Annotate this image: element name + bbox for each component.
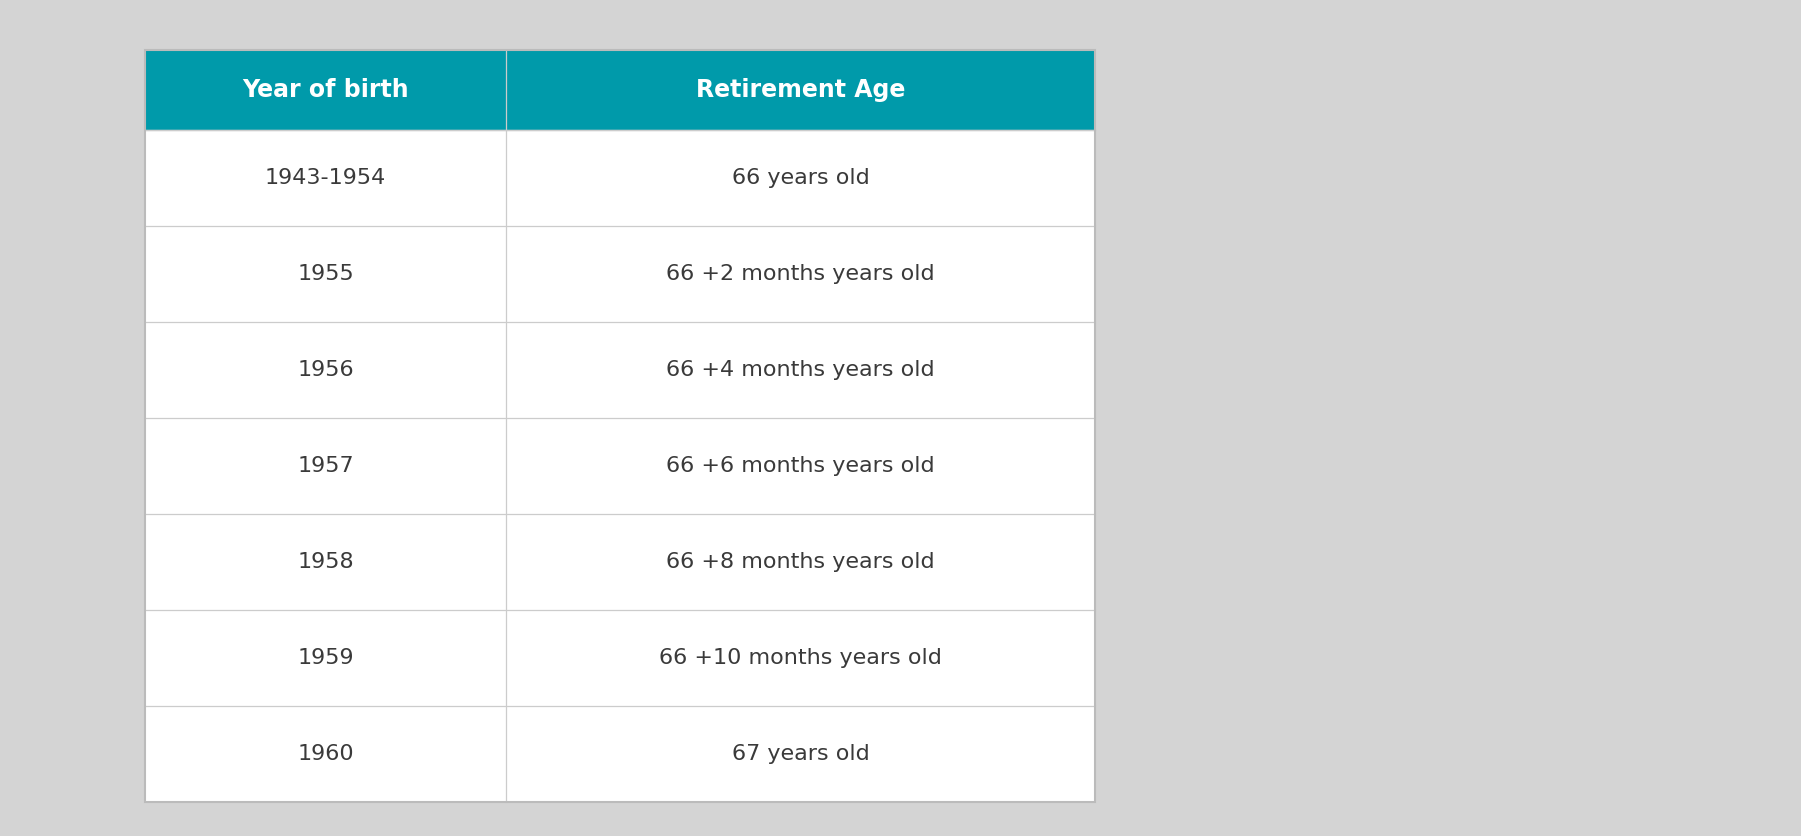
Text: 66 +8 months years old: 66 +8 months years old [666,552,935,572]
Text: 66 +2 months years old: 66 +2 months years old [666,264,935,284]
Bar [146,706,1095,802]
Bar [146,610,1095,706]
Text: Retirement Age: Retirement Age [695,78,906,102]
Bar [146,226,1095,322]
Text: 1956: 1956 [297,360,353,380]
Bar [146,130,1095,226]
Text: Year of birth: Year of birth [241,78,409,102]
Text: 1959: 1959 [297,648,353,668]
Text: 66 +6 months years old: 66 +6 months years old [666,456,935,476]
Bar [146,50,1095,130]
Bar [146,322,1095,418]
Bar [146,418,1095,514]
Bar [146,50,1095,802]
Text: 1955: 1955 [297,264,353,284]
Text: 1960: 1960 [297,744,353,764]
Text: 66 +10 months years old: 66 +10 months years old [659,648,942,668]
Text: 1943-1954: 1943-1954 [265,168,385,188]
Text: 66 years old: 66 years old [731,168,870,188]
Bar [146,514,1095,610]
Text: 1957: 1957 [297,456,353,476]
Text: 66 +4 months years old: 66 +4 months years old [666,360,935,380]
Text: 67 years old: 67 years old [731,744,870,764]
Text: 1958: 1958 [297,552,353,572]
